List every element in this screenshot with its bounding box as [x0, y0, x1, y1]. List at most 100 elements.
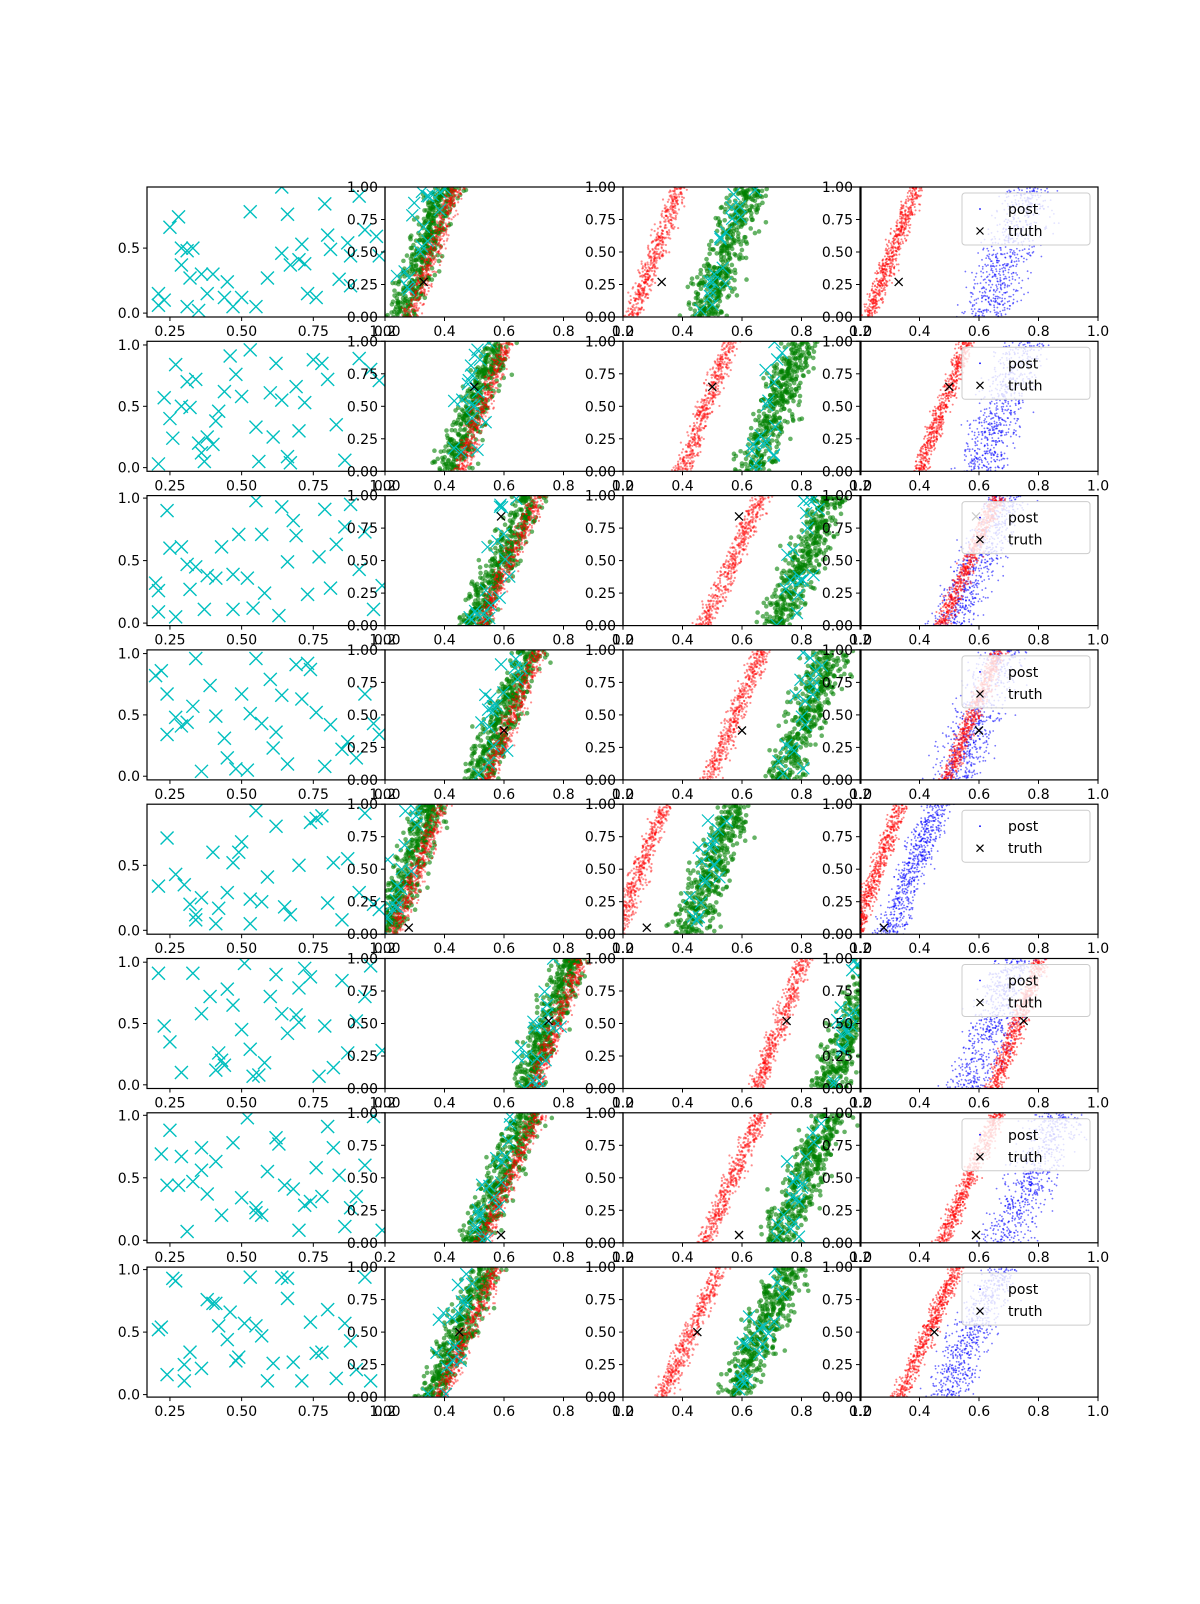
post-point	[994, 312, 996, 314]
green-sample-point	[759, 428, 764, 433]
post-point	[982, 249, 984, 251]
post-point	[1015, 289, 1017, 291]
red-sample-point	[501, 374, 503, 376]
red-sample-point	[440, 235, 442, 237]
red-sample-point	[641, 280, 643, 282]
red-sample-point	[674, 205, 676, 207]
red-sample-point	[872, 291, 874, 293]
red-sample-point	[880, 283, 882, 285]
post-point	[1013, 299, 1015, 301]
red-sample-point	[902, 207, 904, 209]
sample-marker	[184, 272, 197, 285]
red-sample-point	[879, 268, 881, 270]
red-sample-point	[471, 423, 473, 425]
red-sample-point	[426, 271, 428, 273]
post-point	[1010, 296, 1012, 298]
green-sample-point	[389, 310, 394, 315]
sample-marker	[192, 437, 205, 450]
post-point	[988, 284, 990, 286]
red-sample-point	[914, 206, 916, 208]
red-sample-point	[488, 405, 490, 407]
red-sample-point	[434, 231, 436, 233]
red-sample-point	[875, 294, 877, 296]
green-sample-point	[708, 247, 713, 252]
post-point	[995, 268, 997, 270]
post-point	[1005, 292, 1007, 294]
post-point	[990, 299, 992, 301]
post-point	[1002, 283, 1004, 285]
post-point	[1002, 309, 1004, 311]
post-point	[972, 310, 974, 312]
red-sample-point	[677, 227, 679, 229]
post-point	[1013, 289, 1015, 291]
post-point	[1002, 264, 1004, 266]
post-point	[998, 296, 1000, 298]
red-sample-point	[493, 363, 495, 365]
red-sample-point	[467, 434, 469, 436]
red-sample-point	[891, 282, 893, 284]
red-sample-point	[915, 188, 917, 190]
red-sample-point	[874, 291, 876, 293]
red-sample-point	[633, 297, 635, 299]
red-sample-point	[484, 387, 486, 389]
red-sample-point	[911, 202, 913, 204]
red-sample-point	[878, 307, 880, 309]
post-point	[996, 270, 998, 272]
red-sample-point	[908, 199, 910, 201]
post-point	[996, 260, 998, 262]
red-sample-point	[642, 271, 644, 273]
red-sample-point	[693, 422, 695, 424]
red-sample-point	[431, 241, 433, 243]
sample-marker	[192, 304, 205, 317]
post-point	[1018, 282, 1020, 284]
green-sample-point	[740, 464, 745, 469]
green-sample-point	[475, 373, 480, 378]
green-sample-point	[747, 208, 752, 213]
red-sample-point	[662, 253, 664, 255]
post-point	[1003, 274, 1005, 276]
red-sample-point	[491, 358, 493, 360]
post-point	[977, 298, 979, 300]
red-sample-point	[730, 369, 732, 371]
post-point	[1003, 267, 1005, 269]
sample-marker	[181, 375, 194, 388]
red-sample-point	[470, 459, 472, 461]
red-sample-point	[700, 401, 702, 403]
red-sample-point	[905, 216, 907, 218]
post-point	[990, 287, 992, 289]
red-sample-point	[889, 272, 891, 274]
red-sample-point	[632, 313, 634, 315]
green-sample-point	[712, 312, 717, 317]
sample-marker	[292, 424, 305, 437]
red-sample-point	[446, 240, 448, 242]
green-sample-point	[744, 239, 749, 244]
post-point	[975, 314, 977, 316]
red-sample-point	[418, 282, 420, 284]
red-sample-point	[419, 297, 421, 299]
red-sample-point	[910, 206, 912, 208]
red-sample-point	[423, 292, 425, 294]
sample-marker	[169, 358, 182, 371]
red-sample-point	[879, 285, 881, 287]
red-sample-point	[473, 455, 475, 457]
sample-marker	[186, 242, 199, 255]
red-sample-point	[493, 406, 495, 408]
red-sample-point	[888, 251, 890, 253]
green-sample-point	[801, 374, 806, 379]
green-sample-point	[704, 257, 709, 262]
post-point	[1000, 284, 1002, 286]
post-point	[988, 253, 990, 255]
green-sample-point	[691, 282, 696, 287]
green-sample-point	[735, 293, 740, 298]
red-sample-point	[434, 261, 436, 263]
post-point	[975, 312, 977, 314]
green-sample-point	[805, 363, 810, 368]
red-sample-point	[450, 204, 452, 206]
red-sample-point	[485, 415, 487, 417]
post-point	[1020, 299, 1022, 301]
post-point	[984, 264, 986, 266]
red-sample-point	[493, 359, 495, 361]
post-point	[1006, 264, 1008, 266]
